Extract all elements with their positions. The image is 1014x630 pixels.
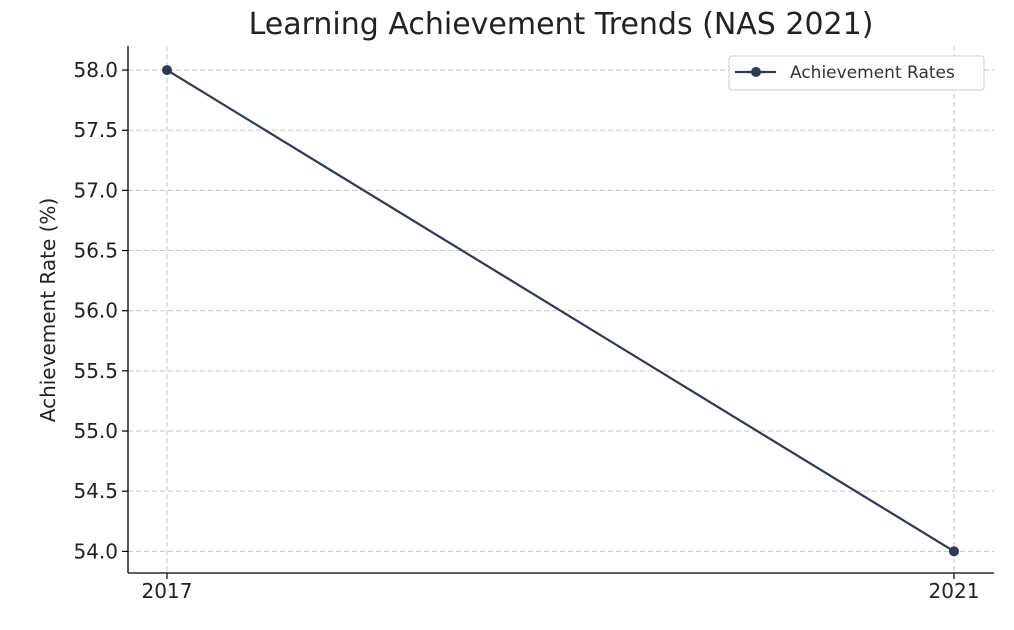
x-tick-label: 2017 bbox=[142, 579, 193, 603]
y-tick-label: 57.5 bbox=[73, 118, 118, 142]
data-point bbox=[949, 546, 959, 557]
y-tick-label: 56.5 bbox=[73, 239, 118, 263]
y-tick-label: 57.0 bbox=[73, 178, 118, 202]
y-tick-label: 56.0 bbox=[73, 299, 118, 323]
y-tick-label: 55.0 bbox=[73, 419, 118, 443]
y-ticks: 54.0 54.5 55.0 55.5 56.0 56.5 57.0 57.5 58.0 bbox=[73, 58, 128, 563]
axes bbox=[127, 46, 994, 574]
legend-box bbox=[728, 55, 985, 91]
y-tick-label: 58.0 bbox=[73, 58, 118, 82]
y-axis-label: Achievement Rate (%) bbox=[36, 198, 60, 423]
series-line bbox=[166, 69, 955, 553]
y-tick-label: 55.5 bbox=[73, 359, 118, 383]
y-tick-label: 54.0 bbox=[73, 539, 118, 563]
y-tick-label: 54.5 bbox=[73, 479, 118, 503]
x-tick-label: 2021 bbox=[929, 579, 980, 603]
x-ticks: 2017 2021 bbox=[142, 573, 980, 603]
legend-label: Achievement Rates bbox=[790, 63, 955, 83]
legend: Achievement Rates bbox=[728, 55, 985, 91]
series-group bbox=[162, 65, 959, 557]
legend-marker bbox=[751, 67, 761, 77]
data-point bbox=[162, 65, 172, 76]
chart-title: Learning Achievement Trends (NAS 2021) bbox=[249, 7, 874, 42]
